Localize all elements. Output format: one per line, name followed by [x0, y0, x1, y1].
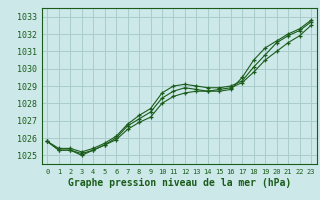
X-axis label: Graphe pression niveau de la mer (hPa): Graphe pression niveau de la mer (hPa) [68, 178, 291, 188]
